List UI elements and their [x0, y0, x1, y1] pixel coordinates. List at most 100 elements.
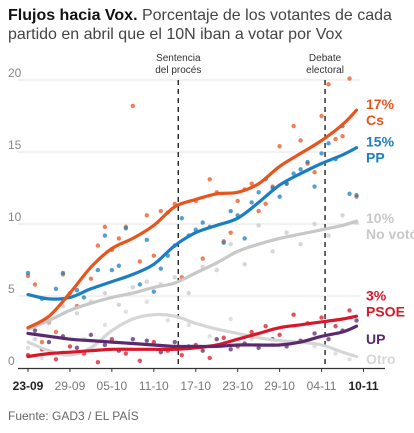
- data-point-psoe: [207, 355, 212, 361]
- data-point-otro: [228, 316, 233, 322]
- x-tick-label: 11-10: [139, 379, 169, 393]
- x-tick-label: 05-10: [97, 379, 128, 393]
- data-point-up: [102, 342, 108, 348]
- chart-title: Flujos hacia Vox. Porcentaje de los vota…: [8, 6, 408, 44]
- data-point-novoto: [32, 337, 38, 342]
- data-point-pp: [347, 191, 352, 196]
- data-point-cs: [347, 76, 352, 81]
- data-point-novoto: [284, 230, 289, 235]
- data-point-pp: [144, 237, 150, 243]
- end-label-value-novoto: 10%: [366, 210, 395, 226]
- data-point-pp: [200, 220, 205, 225]
- data-point-cs: [116, 236, 122, 241]
- x-tick-label: 23-10: [222, 379, 253, 393]
- data-point-up: [228, 347, 233, 352]
- data-point-up: [354, 318, 359, 323]
- data-point-novoto: [116, 302, 122, 307]
- data-point-pp: [291, 171, 296, 176]
- data-point-pp: [74, 288, 80, 293]
- x-tick-label: 23-09: [13, 379, 44, 393]
- data-point-psoe: [137, 358, 143, 363]
- data-point-cs: [130, 103, 136, 109]
- data-point-cs: [207, 177, 212, 182]
- data-point-pp: [60, 270, 66, 276]
- series-line-novoto: [26, 219, 359, 331]
- data-point-up: [256, 345, 261, 351]
- data-point-novoto: [270, 249, 275, 254]
- data-point-cs: [277, 144, 282, 149]
- data-point-otro: [186, 322, 191, 327]
- data-point-cs: [228, 230, 233, 235]
- data-point-psoe: [263, 324, 268, 329]
- data-point-otro: [207, 334, 212, 339]
- data-point-cs: [326, 82, 331, 87]
- data-point-pp: [249, 200, 254, 205]
- data-point-pp: [151, 289, 157, 294]
- data-point-otro: [333, 351, 338, 356]
- data-point-novoto: [130, 285, 136, 290]
- data-point-cs: [200, 256, 205, 261]
- data-point-cs: [235, 198, 240, 204]
- data-point-novoto: [186, 290, 191, 296]
- data-point-pp: [256, 190, 261, 195]
- data-point-cs: [88, 276, 94, 281]
- data-point-novoto: [298, 241, 303, 247]
- data-point-pp: [221, 240, 226, 245]
- data-point-cs: [249, 181, 254, 186]
- data-point-up: [130, 337, 136, 342]
- data-point-psoe: [95, 360, 101, 365]
- data-point-cs: [39, 339, 45, 345]
- data-point-pp: [326, 141, 331, 146]
- data-point-cs: [319, 113, 324, 119]
- data-point-psoe: [319, 315, 324, 320]
- data-point-pp: [81, 295, 87, 300]
- series-line-up: [26, 324, 359, 349]
- data-point-cs: [158, 208, 163, 214]
- data-point-cs: [137, 259, 143, 264]
- data-point-cs: [291, 123, 296, 129]
- annotation-label: Debate: [309, 53, 342, 64]
- data-point-otro: [39, 355, 45, 361]
- data-point-pp: [354, 193, 359, 198]
- data-point-cs: [144, 213, 150, 218]
- data-point-up: [172, 339, 177, 345]
- data-point-psoe: [347, 308, 352, 313]
- data-point-up: [326, 337, 331, 342]
- y-tick-label: 15: [8, 138, 22, 152]
- data-point-pp: [242, 236, 247, 241]
- title-subtitle: Porcentaje de los votantes de cada parti…: [8, 7, 392, 43]
- data-point-cs: [298, 138, 303, 143]
- data-point-up: [144, 338, 150, 343]
- data-point-psoe: [277, 332, 282, 338]
- data-point-psoe: [221, 335, 226, 340]
- data-point-pp: [158, 266, 163, 271]
- data-point-up: [88, 332, 94, 338]
- data-point-up: [32, 328, 38, 333]
- data-point-cs: [256, 208, 261, 214]
- data-point-cs: [32, 282, 38, 287]
- end-label-value-pp: 15%: [366, 134, 395, 150]
- data-point-up: [46, 339, 52, 345]
- y-tick-label: 5: [8, 282, 15, 296]
- data-point-up: [214, 337, 219, 342]
- data-point-pp: [312, 184, 317, 189]
- data-point-pp: [53, 286, 59, 291]
- data-point-cs: [95, 243, 101, 248]
- data-point-novoto: [172, 275, 177, 280]
- data-point-cs: [102, 224, 108, 230]
- annotation-label: Sentencia: [156, 53, 201, 64]
- data-point-pp: [305, 159, 310, 165]
- data-point-pp: [25, 270, 31, 276]
- data-point-psoe: [109, 337, 115, 342]
- data-point-up: [200, 348, 205, 353]
- data-point-otro: [123, 309, 129, 315]
- data-point-otro: [165, 318, 170, 323]
- data-point-novoto: [228, 241, 233, 247]
- data-point-cs: [263, 201, 268, 207]
- x-tick-label: 29-10: [264, 379, 295, 393]
- data-point-psoe: [67, 344, 73, 349]
- data-point-up: [312, 331, 317, 336]
- data-point-novoto: [326, 233, 331, 238]
- data-point-novoto: [214, 267, 219, 273]
